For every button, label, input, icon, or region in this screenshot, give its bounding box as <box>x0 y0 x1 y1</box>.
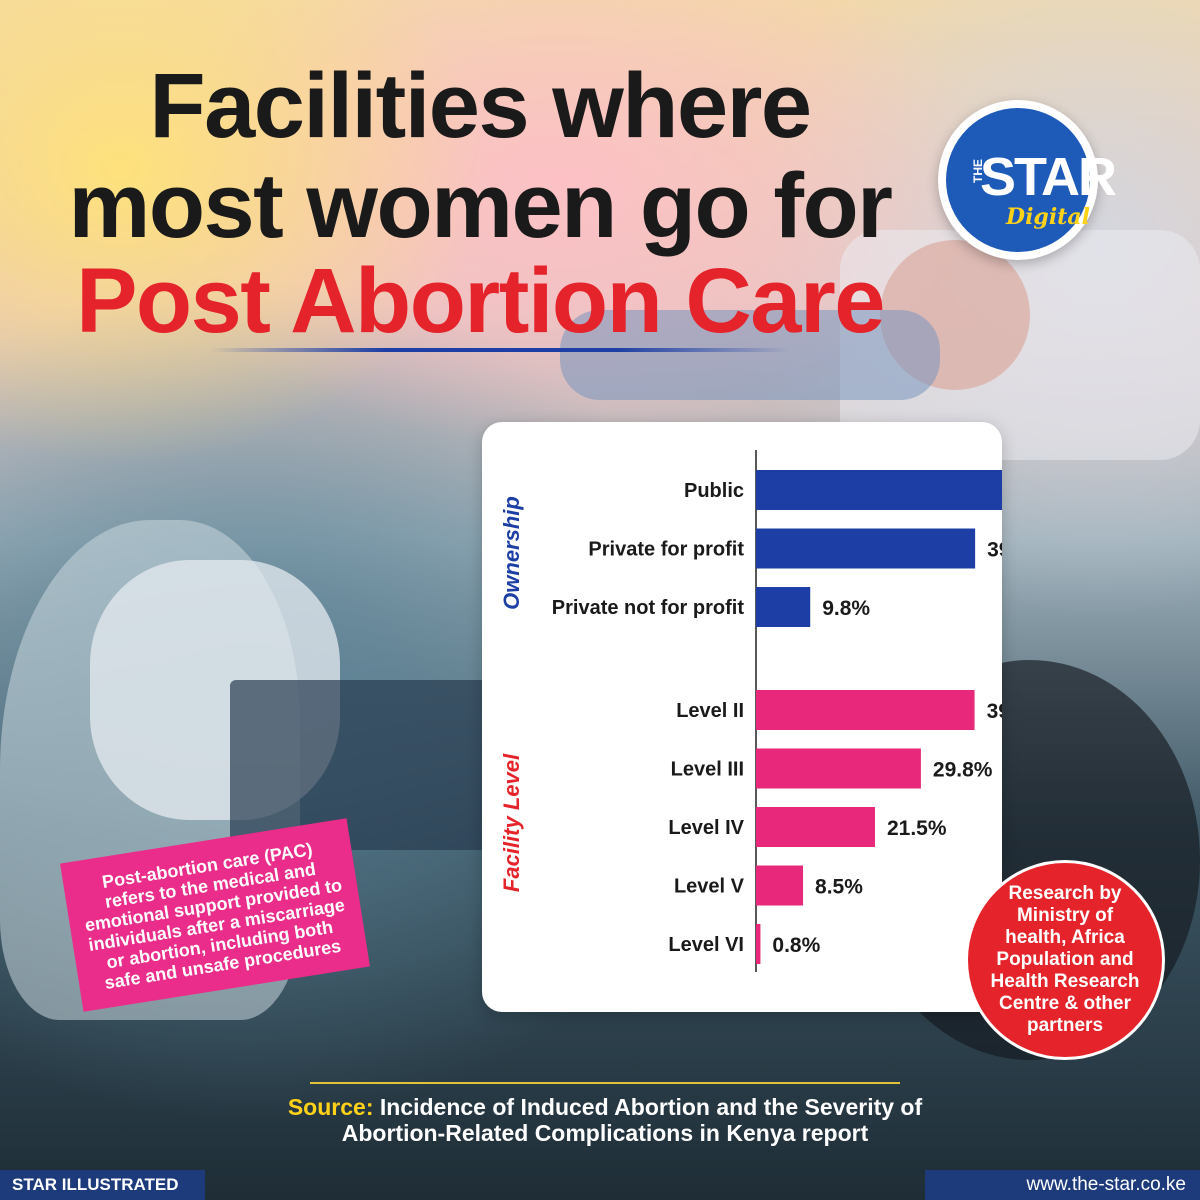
title-underline <box>210 348 790 352</box>
logo-star: STAR <box>980 147 1117 207</box>
value-label: 39.6% <box>987 539 1002 562</box>
bar-level-iii <box>756 748 921 789</box>
research-badge: Research by Ministry of health, Africa P… <box>965 860 1165 1060</box>
bar-level-ii <box>756 690 975 730</box>
title-line-3: Post Abortion Care <box>76 250 885 352</box>
category-label: Level VI <box>668 934 744 956</box>
category-label: Public <box>684 480 744 502</box>
bar-level-iv <box>756 807 875 847</box>
value-label: 0.8% <box>772 934 820 957</box>
bar-private-not-for-profit <box>756 587 811 627</box>
bar-public <box>756 470 1002 510</box>
bar-level-vi <box>756 924 761 964</box>
footer-star-illustrated: STAR ILLUSTRATED <box>0 1170 205 1200</box>
bar-chart: Public50.6%Private for profit39.6%Privat… <box>552 450 1002 972</box>
bar-level-v <box>756 865 804 906</box>
source-text: Incidence of Induced Abortion and the Se… <box>341 1094 923 1146</box>
logo-digital: Digital <box>1006 204 1090 230</box>
value-label: 39.5% <box>987 700 1002 723</box>
category-label: Level V <box>674 876 745 898</box>
logo-circle: THE STAR Digital <box>946 108 1117 252</box>
bar-private-for-profit <box>756 528 976 569</box>
source-note: Source: Incidence of Induced Abortion an… <box>240 1094 970 1146</box>
source-label: Source: <box>287 1094 374 1120</box>
footer-website-link[interactable]: www.the-star.co.ke <box>925 1170 1200 1200</box>
value-label: 21.5% <box>887 817 947 840</box>
source-divider <box>310 1082 900 1084</box>
category-label: Private not for profit <box>552 597 745 619</box>
research-text: Research by Ministry of health, Africa P… <box>990 883 1140 1036</box>
pac-definition-text: Post-abortion care (PAC) refers to the m… <box>83 839 347 993</box>
category-label: Level II <box>676 700 744 722</box>
value-label: 8.5% <box>815 876 863 899</box>
title-line-1: Facilities where <box>149 55 812 157</box>
title-line-2: most women go for <box>68 155 893 257</box>
category-label: Level IV <box>668 817 744 839</box>
star-digital-logo: THE STAR Digital <box>938 100 1117 260</box>
value-label: 29.8% <box>933 759 993 782</box>
category-label: Level III <box>671 759 744 781</box>
value-label: 9.8% <box>822 597 870 620</box>
category-label: Private for profit <box>588 539 744 561</box>
